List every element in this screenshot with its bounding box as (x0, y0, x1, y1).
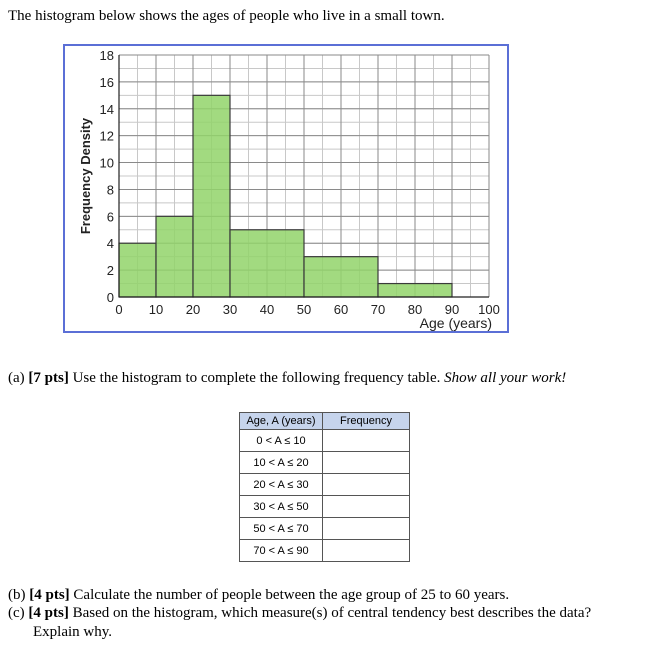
y-tick-label: 0 (107, 290, 114, 305)
y-tick-label: 6 (107, 209, 114, 224)
question-b: (b) [4 pts] Calculate the number of peop… (8, 586, 509, 605)
question-b-points: [4 pts] (29, 587, 70, 603)
question-a-label: (a) (8, 370, 25, 386)
question-a-text: Use the histogram to complete the follow… (68, 370, 441, 386)
histogram-chart: 0 2 4 6 8 10 12 14 16 18 0 10 20 30 40 50 60 70 80 90 100Age… (78, 48, 500, 331)
y-tick-label: 18 (100, 48, 114, 63)
question-a-points: [7 pts] (28, 370, 69, 386)
y-axis-label: Frequency Density (78, 117, 93, 234)
question-a-emphasis: Show all your work! (444, 370, 567, 386)
x-tick-label: 80 (408, 302, 422, 317)
table-row: 0 < A ≤ 10 (239, 429, 410, 452)
y-tick-label: 8 (107, 182, 114, 197)
x-axis-label: Age (years) (420, 315, 492, 331)
frequency-cell (322, 473, 410, 496)
y-tick-label: 10 (100, 156, 114, 171)
age-cell: 50 < A ≤ 70 (239, 517, 323, 540)
x-tick-label: 50 (297, 302, 311, 317)
x-tick-label: 90 (445, 302, 459, 317)
table-header-age: Age, A (years) (239, 412, 323, 430)
table-header-row: Age, A (years) Frequency (239, 412, 410, 430)
question-c-label: (c) (8, 605, 25, 621)
histogram-bar (229, 229, 305, 298)
age-cell: 20 < A ≤ 30 (239, 473, 323, 496)
x-tick-label: 60 (334, 302, 348, 317)
age-cell: 70 < A ≤ 90 (239, 539, 323, 562)
frequency-cell (322, 495, 410, 518)
x-tick-label: 100 (478, 302, 500, 317)
question-c-continuation: Explain why. (33, 624, 113, 640)
histogram-bar (192, 94, 231, 298)
x-tick-label: 40 (260, 302, 274, 317)
histogram-bar (118, 242, 157, 298)
frequency-cell (322, 539, 410, 562)
question-c: (c) [4 pts] Based on the histogram, whic… (8, 604, 591, 623)
histogram-bar (155, 215, 194, 298)
table-row: 20 < A ≤ 30 (239, 473, 410, 496)
table-row: 10 < A ≤ 20 (239, 451, 410, 474)
x-tick-label: 70 (371, 302, 385, 317)
histogram-bar (303, 256, 379, 298)
x-tick-label: 0 (115, 302, 122, 317)
frequency-cell (322, 517, 410, 540)
x-tick-label: 10 (149, 302, 163, 317)
table-row: 50 < A ≤ 70 (239, 517, 410, 540)
y-tick-label: 12 (100, 129, 114, 144)
table-row: 30 < A ≤ 50 (239, 495, 410, 518)
y-tick-label: 2 (107, 263, 114, 278)
y-tick-label: 14 (100, 102, 114, 117)
question-c-points: [4 pts] (28, 605, 69, 621)
question-b-label: (b) (8, 587, 26, 603)
intro-text: The histogram below shows the ages of pe… (8, 8, 445, 24)
age-cell: 0 < A ≤ 10 (239, 429, 323, 452)
frequency-cell (322, 451, 410, 474)
histogram-frame (63, 44, 509, 333)
frequency-cell (322, 429, 410, 452)
table-row: 70 < A ≤ 90 (239, 539, 410, 562)
y-tick-label: 4 (107, 236, 114, 251)
question-b-text: Calculate the number of people between t… (69, 587, 510, 603)
age-cell: 10 < A ≤ 20 (239, 451, 323, 474)
x-tick-label: 30 (223, 302, 237, 317)
histogram-bar (377, 282, 453, 298)
table-header-frequency: Frequency (322, 412, 410, 430)
age-cell: 30 < A ≤ 50 (239, 495, 323, 518)
question-a: (a) [7 pts] Use the histogram to complet… (8, 369, 566, 388)
question-c-text: Based on the histogram, which measure(s)… (68, 605, 592, 621)
x-tick-label: 20 (186, 302, 200, 317)
frequency-table: Age, A (years) Frequency 0 < A ≤ 10 10 <… (239, 412, 410, 562)
y-tick-label: 16 (100, 75, 114, 90)
